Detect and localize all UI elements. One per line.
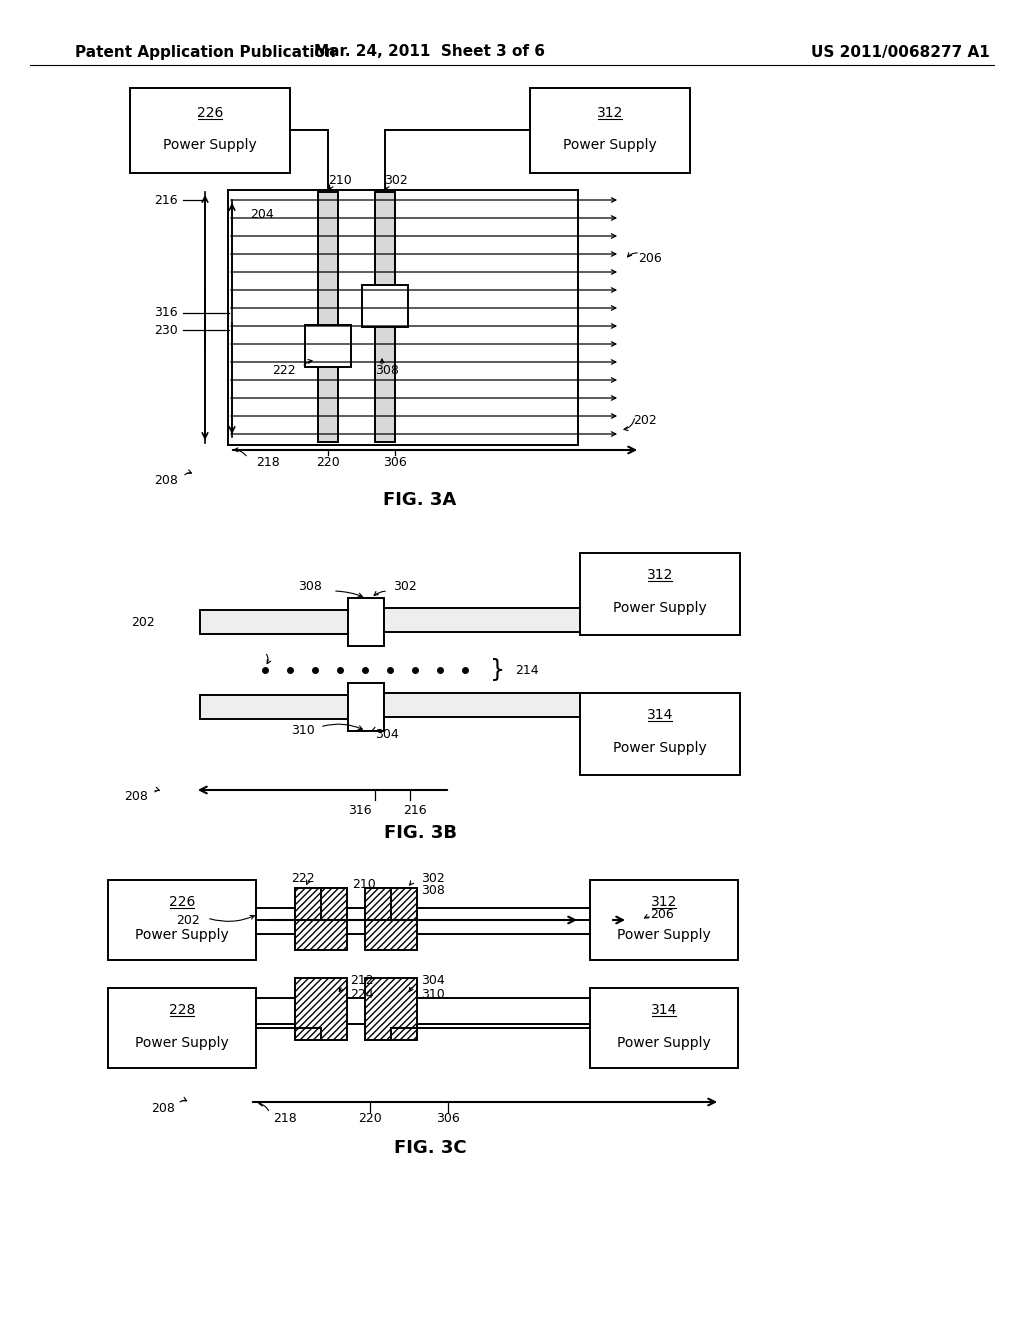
Text: Mar. 24, 2011  Sheet 3 of 6: Mar. 24, 2011 Sheet 3 of 6 bbox=[314, 45, 546, 59]
Text: 312: 312 bbox=[647, 568, 673, 582]
Text: 218: 218 bbox=[273, 1111, 297, 1125]
Bar bbox=[384, 693, 580, 717]
Text: 230: 230 bbox=[155, 323, 178, 337]
Text: 202: 202 bbox=[131, 615, 155, 628]
Bar bbox=[108, 880, 256, 960]
Text: Power Supply: Power Supply bbox=[613, 601, 707, 615]
Text: 216: 216 bbox=[403, 804, 427, 817]
Text: 218: 218 bbox=[256, 457, 280, 470]
Text: 220: 220 bbox=[358, 1111, 382, 1125]
Bar bbox=[590, 880, 738, 960]
Text: 226: 226 bbox=[169, 895, 196, 909]
Bar bbox=[108, 987, 256, 1068]
Text: 208: 208 bbox=[152, 1101, 175, 1114]
Text: 220: 220 bbox=[316, 457, 340, 470]
Text: 312: 312 bbox=[597, 106, 624, 120]
Text: 312: 312 bbox=[651, 895, 677, 909]
Bar bbox=[256, 908, 590, 935]
Text: Power Supply: Power Supply bbox=[617, 928, 711, 942]
Text: 304: 304 bbox=[421, 974, 444, 986]
Text: US 2011/0068277 A1: US 2011/0068277 A1 bbox=[811, 45, 989, 59]
Text: 308: 308 bbox=[298, 581, 322, 594]
Text: Power Supply: Power Supply bbox=[135, 1036, 229, 1049]
Bar bbox=[365, 888, 417, 950]
Text: 228: 228 bbox=[169, 1003, 196, 1016]
Bar bbox=[200, 696, 350, 719]
Text: FIG. 3C: FIG. 3C bbox=[393, 1139, 466, 1158]
Bar bbox=[590, 987, 738, 1068]
Text: Power Supply: Power Supply bbox=[613, 741, 707, 755]
Text: 224: 224 bbox=[350, 989, 374, 1002]
Bar bbox=[348, 682, 384, 731]
Text: Power Supply: Power Supply bbox=[617, 1036, 711, 1049]
Text: 302: 302 bbox=[393, 581, 417, 594]
Text: 210: 210 bbox=[352, 878, 376, 891]
Bar bbox=[305, 325, 351, 367]
Bar bbox=[295, 978, 347, 1040]
Bar bbox=[256, 998, 590, 1024]
Text: 202: 202 bbox=[176, 913, 200, 927]
Text: 208: 208 bbox=[155, 474, 178, 487]
Bar bbox=[362, 285, 408, 327]
Bar bbox=[384, 609, 580, 632]
Text: Patent Application Publication: Patent Application Publication bbox=[75, 45, 336, 59]
Text: 314: 314 bbox=[651, 1003, 677, 1016]
Text: 308: 308 bbox=[421, 883, 444, 896]
Text: 202: 202 bbox=[633, 413, 656, 426]
Text: 226: 226 bbox=[197, 106, 223, 120]
Text: 314: 314 bbox=[647, 708, 673, 722]
Bar bbox=[200, 610, 350, 634]
Bar bbox=[375, 191, 395, 442]
Text: 210: 210 bbox=[328, 173, 352, 186]
Bar bbox=[318, 191, 338, 442]
Text: 216: 216 bbox=[155, 194, 178, 206]
Text: 316: 316 bbox=[348, 804, 372, 817]
Text: 306: 306 bbox=[436, 1111, 460, 1125]
Text: 206: 206 bbox=[650, 908, 674, 920]
Bar bbox=[530, 88, 690, 173]
Text: 302: 302 bbox=[421, 871, 444, 884]
Text: 214: 214 bbox=[515, 664, 539, 676]
Text: 222: 222 bbox=[272, 363, 296, 376]
Text: 306: 306 bbox=[383, 457, 407, 470]
Bar bbox=[348, 598, 384, 645]
Text: 304: 304 bbox=[375, 729, 398, 742]
Text: 316: 316 bbox=[155, 306, 178, 319]
Text: FIG. 3B: FIG. 3B bbox=[384, 824, 457, 842]
Text: Power Supply: Power Supply bbox=[563, 139, 656, 152]
Bar bbox=[295, 888, 347, 950]
Text: 204: 204 bbox=[250, 209, 273, 222]
Bar bbox=[365, 978, 417, 1040]
Text: 206: 206 bbox=[638, 252, 662, 264]
Text: 222: 222 bbox=[292, 871, 315, 884]
Text: 310: 310 bbox=[421, 989, 444, 1002]
Text: Power Supply: Power Supply bbox=[163, 139, 257, 152]
Text: 302: 302 bbox=[384, 173, 408, 186]
Text: }: } bbox=[490, 657, 505, 682]
Text: FIG. 3A: FIG. 3A bbox=[383, 491, 457, 510]
Bar bbox=[580, 693, 740, 775]
Text: 308: 308 bbox=[375, 363, 399, 376]
Text: 310: 310 bbox=[291, 723, 315, 737]
Bar bbox=[580, 553, 740, 635]
Text: 208: 208 bbox=[124, 791, 148, 804]
Text: Power Supply: Power Supply bbox=[135, 928, 229, 942]
Text: 212: 212 bbox=[350, 974, 374, 986]
Bar bbox=[130, 88, 290, 173]
Bar bbox=[228, 190, 578, 445]
